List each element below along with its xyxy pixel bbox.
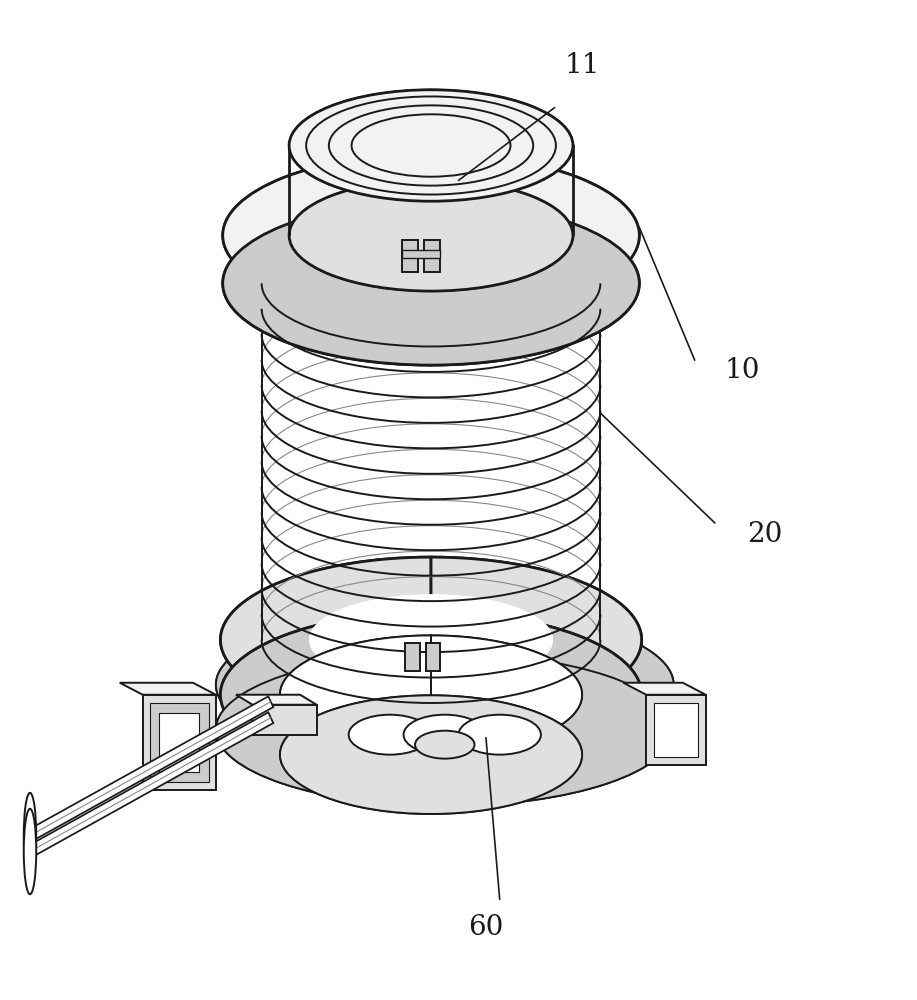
Polygon shape xyxy=(159,713,199,772)
Polygon shape xyxy=(143,695,215,790)
Ellipse shape xyxy=(458,715,541,755)
Ellipse shape xyxy=(415,731,474,759)
Polygon shape xyxy=(402,250,440,258)
Ellipse shape xyxy=(309,594,553,685)
Polygon shape xyxy=(425,643,440,671)
Polygon shape xyxy=(120,683,215,695)
Polygon shape xyxy=(220,557,431,777)
Ellipse shape xyxy=(24,793,37,878)
Polygon shape xyxy=(215,608,445,806)
Polygon shape xyxy=(424,240,440,272)
Text: 60: 60 xyxy=(469,914,503,941)
Polygon shape xyxy=(445,608,674,806)
Ellipse shape xyxy=(220,557,642,722)
Polygon shape xyxy=(289,90,431,291)
Polygon shape xyxy=(646,695,706,765)
Ellipse shape xyxy=(223,154,639,317)
Polygon shape xyxy=(252,705,316,735)
Polygon shape xyxy=(431,238,553,685)
Ellipse shape xyxy=(215,653,674,806)
Ellipse shape xyxy=(220,612,642,777)
Ellipse shape xyxy=(223,202,639,365)
Ellipse shape xyxy=(289,180,573,291)
Text: 20: 20 xyxy=(747,521,783,548)
Ellipse shape xyxy=(215,608,674,761)
Text: 10: 10 xyxy=(724,357,760,384)
Polygon shape xyxy=(28,696,273,841)
Polygon shape xyxy=(236,695,316,705)
Polygon shape xyxy=(431,635,582,814)
Polygon shape xyxy=(624,683,706,695)
Polygon shape xyxy=(431,557,642,777)
Polygon shape xyxy=(654,703,699,757)
Polygon shape xyxy=(223,154,431,365)
Ellipse shape xyxy=(24,809,37,894)
Polygon shape xyxy=(150,703,208,782)
Polygon shape xyxy=(431,90,573,291)
Polygon shape xyxy=(402,240,418,272)
Text: 11: 11 xyxy=(564,52,600,79)
Ellipse shape xyxy=(289,90,573,201)
Polygon shape xyxy=(280,635,431,814)
Polygon shape xyxy=(431,154,639,365)
Ellipse shape xyxy=(280,635,582,754)
Polygon shape xyxy=(309,238,431,685)
Ellipse shape xyxy=(280,695,582,814)
Polygon shape xyxy=(28,712,273,857)
Ellipse shape xyxy=(348,715,431,755)
Ellipse shape xyxy=(309,238,553,329)
Ellipse shape xyxy=(403,715,486,755)
Polygon shape xyxy=(405,643,420,671)
